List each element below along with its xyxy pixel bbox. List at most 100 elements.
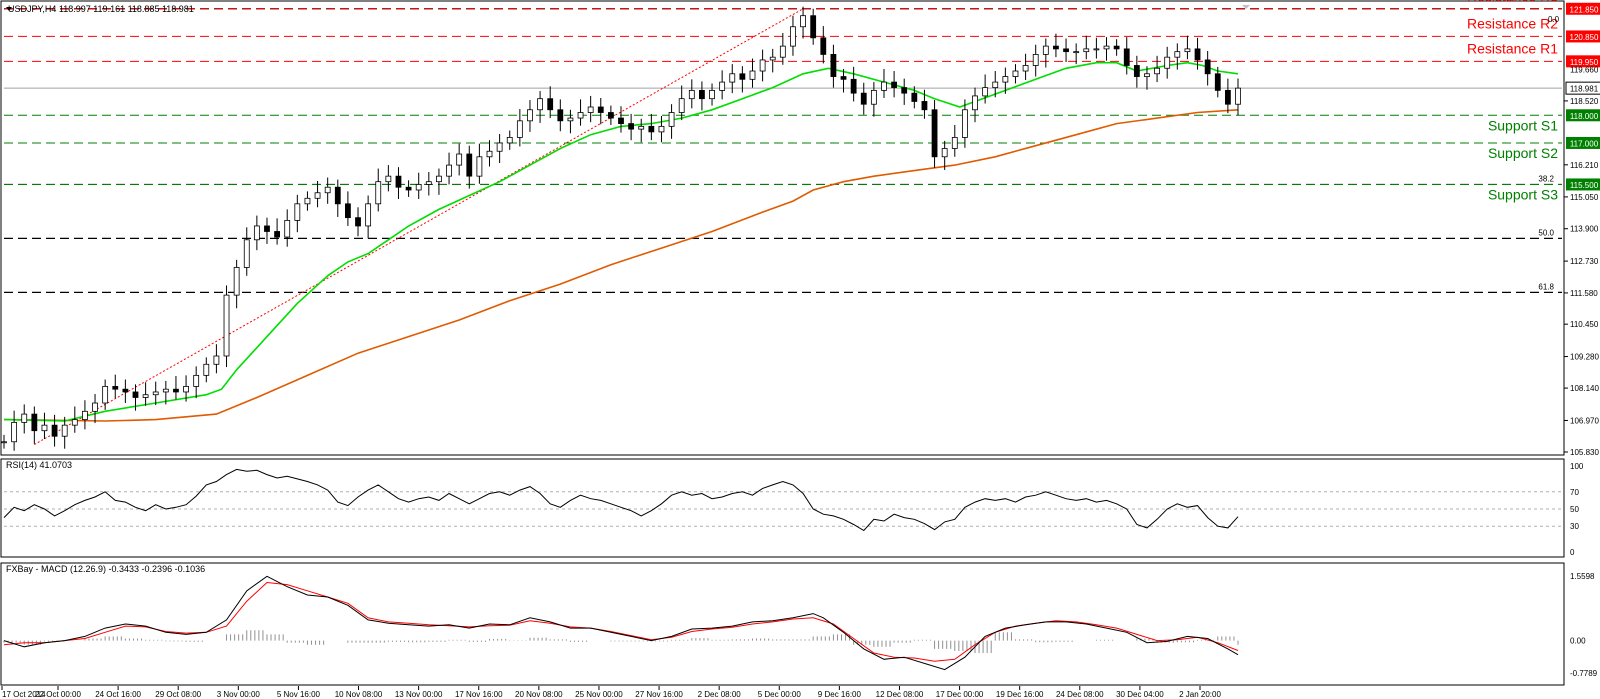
candle-body (1113, 45, 1120, 50)
time-tick-label: 5 Dec 00:00 (758, 690, 802, 699)
candle-body (699, 89, 705, 100)
candle-body (506, 137, 513, 144)
candle-body (375, 181, 382, 205)
price-tick-label: 112.730 (1570, 257, 1599, 266)
fib-level-label: 61.8 (1538, 282, 1554, 291)
candle-body (355, 217, 361, 227)
time-tick-label: 9 Dec 16:00 (818, 690, 862, 699)
corner-label: 0.0 (1548, 15, 1560, 24)
candle-body (881, 81, 887, 91)
candle-body (203, 363, 210, 376)
candle-body (769, 56, 776, 61)
candle-body (324, 186, 331, 194)
candle-body (51, 424, 58, 437)
fib-trendline (34, 8, 804, 445)
candle-body (193, 374, 200, 387)
candle-body (982, 87, 989, 97)
candle-body (628, 123, 635, 130)
price-panel: 118.520 116.210 115.050 113.900 112.730 111.5… (0, 0, 1600, 457)
candle-body (992, 81, 999, 89)
candle-body (456, 153, 463, 166)
time-tick-label: 5 Nov 16:00 (277, 690, 321, 699)
level-price-label: 117.000 (1570, 139, 1599, 148)
price-tick-label: 113.900 (1570, 225, 1599, 234)
candle-body (405, 186, 412, 191)
candle-body (436, 175, 442, 183)
candle-body (759, 59, 766, 72)
candle-body (1083, 48, 1090, 53)
level-price-label: 120.850 (1570, 33, 1599, 42)
time-tick-label: 2 Dec 08:00 (698, 690, 742, 699)
candle-body (1012, 70, 1019, 77)
candle-body (446, 164, 452, 177)
scroll-marker-icon (1242, 5, 1250, 9)
price-tick-label: 105.830 (1570, 448, 1599, 457)
macd-line (3, 575, 1239, 671)
current-price-label: 118.981 (1570, 85, 1599, 94)
candle-body (1042, 45, 1049, 55)
level-price-badge (1566, 136, 1600, 149)
candle-body (223, 294, 230, 357)
level-price-badge (1566, 109, 1600, 122)
time-tick-label: 19 Dec 16:00 (996, 690, 1044, 699)
candle-body (253, 225, 260, 241)
candle-body (962, 109, 968, 138)
candle-body (1184, 48, 1191, 53)
candle-body (1214, 73, 1221, 91)
candle-body (112, 386, 119, 390)
menu-arrow-icon (6, 7, 12, 11)
candle-body (61, 424, 68, 437)
candle-body (142, 394, 149, 398)
candle-body (21, 413, 28, 423)
current-price-badge (1565, 81, 1600, 95)
candle-body (547, 98, 554, 111)
candle-body (243, 239, 250, 268)
candle-body (314, 192, 321, 199)
candle-body (951, 137, 958, 149)
candle-body (132, 391, 139, 398)
candle-body (850, 78, 857, 94)
candle-body (921, 101, 928, 111)
candle-body (122, 388, 129, 393)
rsi-tick-label: 30 (1570, 522, 1579, 531)
candle-body (1194, 48, 1201, 61)
macd-histogram (3, 630, 1239, 654)
level-price-badge (1566, 55, 1600, 68)
candle-body (972, 95, 978, 111)
level-price-label: 118.000 (1570, 112, 1599, 121)
candle-body (527, 109, 533, 122)
candle-body (810, 15, 817, 39)
candle-body (1174, 51, 1181, 58)
price-tick-label: 119.660 (1570, 65, 1599, 74)
candle-body (516, 120, 523, 138)
candle-body (345, 203, 351, 219)
candle-body (688, 89, 695, 100)
candle-body (901, 87, 908, 94)
candle-body (304, 197, 311, 205)
time-tick-label: 17 Oct 2014 (2, 690, 46, 699)
macd-tick-label: 1.5598 (1570, 572, 1595, 581)
time-tick-label: 25 Nov 00:00 (575, 690, 623, 699)
candle-body (800, 15, 806, 28)
candle-body (71, 419, 78, 426)
rsi-tick-label: 100 (1570, 462, 1584, 471)
candle-body (668, 112, 675, 127)
candle-body (264, 225, 270, 232)
candle-body (648, 125, 655, 133)
rsi-frame (0, 458, 1565, 558)
candle-body (365, 203, 372, 227)
time-tick-label: 17 Nov 16:00 (455, 690, 503, 699)
level-name-label: Resistance R2 (1467, 15, 1558, 31)
macd-frame (0, 562, 1565, 686)
candles (1, 6, 1241, 451)
candle-body (709, 89, 715, 100)
candle-body (183, 386, 189, 393)
candle-body (719, 81, 726, 91)
candle-body (1144, 73, 1150, 77)
candle-body (931, 109, 938, 158)
time-tick-label: 2 Jan 20:00 (1179, 690, 1221, 699)
candle-body (729, 73, 736, 83)
candle-body (152, 391, 159, 396)
